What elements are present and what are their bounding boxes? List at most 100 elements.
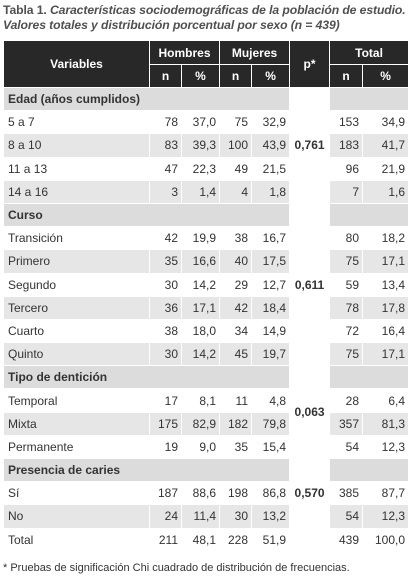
table-row: Transición 42 19,9 38 16,7 80 18,2 <box>3 226 410 251</box>
header-p: p* <box>289 40 331 88</box>
table-caption: Tabla 1. Características sociodemográfic… <box>3 3 408 33</box>
cell-mp: 18,4 <box>251 295 291 320</box>
cell-tp: 16,4 <box>362 318 410 344</box>
table-row: 5 a 7 78 37,0 75 32,9 153 34,9 <box>3 110 410 135</box>
cell-tn: 75 <box>329 342 364 367</box>
cell-tn: 80 <box>329 226 364 251</box>
table-footnote: * Pruebas de significación Chi cuadrado … <box>3 562 350 574</box>
cell-hn: 24 <box>149 504 182 529</box>
row-label: Tercero <box>3 295 150 320</box>
section-row: Curso 0,611 <box>2 202 410 367</box>
table-row: Quinto 30 14,2 45 19,7 75 17,1 <box>3 342 410 367</box>
sociodemographic-table: Variables Hombres Mujeres p* Total n % n… <box>2 40 410 552</box>
cell-tp: 6,4 <box>362 388 410 413</box>
total-tp: 100,0 <box>362 527 410 552</box>
p-value: 0,063 <box>289 365 331 459</box>
section-title: Tipo de dentición <box>2 365 291 390</box>
cell-tp: 18,2 <box>362 226 410 251</box>
cell-mn: 182 <box>219 411 253 436</box>
cell-tp: 21,9 <box>362 156 410 181</box>
table-row: Primero 35 16,6 40 17,5 75 17,1 <box>3 249 410 274</box>
cell-mn: 100 <box>219 133 253 158</box>
cell-hp: 88,6 <box>180 481 221 506</box>
cell-tp: 13,4 <box>362 272 410 297</box>
row-label: Sí <box>3 481 150 506</box>
row-label: 14 a 16 <box>3 179 150 204</box>
section-row: Edad (años cumplidos) 0,761 <box>2 86 410 204</box>
cell-tn: 28 <box>329 388 364 413</box>
table-row: No 24 11,4 30 13,2 54 12,3 <box>3 504 410 529</box>
cell-hp: 11,4 <box>180 504 221 529</box>
cell-hp: 1,4 <box>180 179 221 204</box>
section-spacer <box>329 86 410 112</box>
cell-mp: 19,7 <box>251 342 291 367</box>
row-label: Permanente <box>3 434 150 460</box>
cell-tp: 87,7 <box>362 481 410 506</box>
cell-mp: 1,8 <box>251 179 291 204</box>
table-row: Cuarto 38 18,0 34 14,9 72 16,4 <box>3 318 410 344</box>
table-row: 14 a 16 3 1,4 4 1,8 7 1,6 <box>3 179 410 204</box>
header-mujeres: Mujeres <box>219 40 291 65</box>
cell-tp: 41,7 <box>362 133 410 158</box>
cell-tp: 17,8 <box>362 295 410 320</box>
p-value: 0,611 <box>289 202 331 367</box>
cell-hp: 16,6 <box>180 249 221 274</box>
cell-mp: 16,7 <box>251 226 291 251</box>
section-spacer <box>329 457 410 483</box>
cell-tp: 17,1 <box>362 249 410 274</box>
cell-hp: 19,9 <box>180 226 221 251</box>
cell-mp: 86,8 <box>251 481 291 506</box>
table-row: Temporal 17 8,1 11 4,8 28 6,4 <box>3 388 410 413</box>
total-p-empty <box>289 527 331 552</box>
row-label: Segundo <box>3 272 150 297</box>
cell-hp: 9,0 <box>180 434 221 460</box>
table-row: Sí 187 88,6 198 86,8 385 87,7 <box>3 481 410 506</box>
header-mujeres-n: n <box>219 64 253 88</box>
header-hombres: Hombres <box>148 40 221 65</box>
table-row: Permanente 19 9,0 35 15,4 54 12,3 <box>3 434 410 460</box>
cell-mn: 42 <box>219 295 253 320</box>
cell-tp: 12,3 <box>362 504 410 529</box>
cell-hp: 18,0 <box>180 318 221 344</box>
header-variables: Variables <box>3 40 150 88</box>
caption-lead: Tabla 1. <box>3 3 47 17</box>
cell-hp: 8,1 <box>180 388 221 413</box>
total-label: Total <box>3 527 150 552</box>
cell-mn: 11 <box>219 388 253 413</box>
row-label: 5 a 7 <box>3 110 150 135</box>
cell-mn: 29 <box>219 272 253 297</box>
cell-mp: 32,9 <box>251 110 291 135</box>
cell-mn: 38 <box>219 226 253 251</box>
cell-tn: 96 <box>329 156 364 181</box>
cell-mn: 45 <box>219 342 253 367</box>
cell-tp: 34,9 <box>362 110 410 135</box>
row-label: 11 a 13 <box>3 156 150 181</box>
section-title: Edad (años cumplidos) <box>2 86 291 112</box>
total-hp: 48,1 <box>180 527 221 552</box>
cell-hn: 17 <box>149 388 182 413</box>
cell-hn: 187 <box>149 481 182 506</box>
cell-tn: 7 <box>329 179 364 204</box>
cell-tn: 75 <box>329 249 364 274</box>
cell-tn: 54 <box>329 504 364 529</box>
cell-mn: 75 <box>219 110 253 135</box>
cell-hp: 17,1 <box>180 295 221 320</box>
section-title: Presencia de caries <box>2 457 291 483</box>
cell-mp: 13,2 <box>251 504 291 529</box>
cell-hp: 39,3 <box>180 133 221 158</box>
cell-mp: 15,4 <box>251 434 291 460</box>
p-value: 0,570 <box>289 458 331 529</box>
cell-tn: 183 <box>329 133 364 158</box>
cell-hn: 38 <box>149 318 182 344</box>
cell-tn: 72 <box>329 318 364 344</box>
header-total-n: n <box>329 64 364 88</box>
row-label: Temporal <box>3 388 150 413</box>
cell-hp: 14,2 <box>180 272 221 297</box>
section-spacer <box>329 365 410 390</box>
cell-hn: 47 <box>149 156 182 181</box>
table-body: Edad (años cumplidos) 0,761 5 a 7 78 37,0 75 3… <box>2 86 410 552</box>
p-value: 0,761 <box>289 87 331 204</box>
cell-hn: 30 <box>149 272 182 297</box>
header-hombres-n: n <box>149 64 182 88</box>
row-label: Cuarto <box>3 318 150 344</box>
